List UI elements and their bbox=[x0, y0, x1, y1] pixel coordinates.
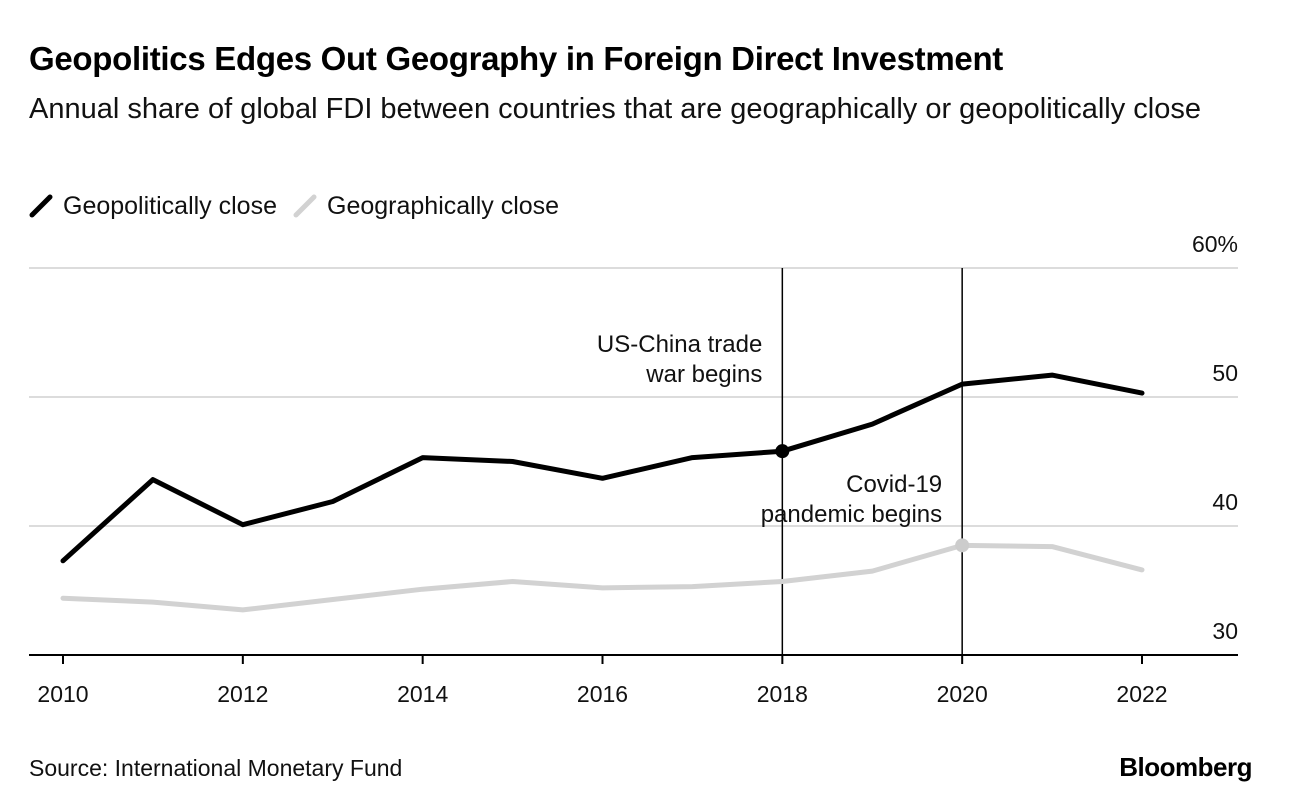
legend-item-geopolitically: Geopolitically close bbox=[29, 192, 277, 221]
series-line-geopolitically-close bbox=[60, 372, 1145, 564]
annotation-marker-2020 bbox=[955, 538, 970, 553]
y-tick-label-60: 60% bbox=[1192, 231, 1238, 257]
legend-swatch-geopolitically bbox=[29, 194, 53, 218]
bloomberg-logo: Bloomberg bbox=[1119, 752, 1252, 782]
y-tick-label-40: 40 bbox=[1212, 489, 1238, 515]
annotation-text-2020-line-1: Covid-19 bbox=[846, 471, 942, 498]
legend-swatch-geographically bbox=[293, 194, 317, 218]
annotation-text-2018-line-2: war begins bbox=[645, 361, 762, 388]
annotation-text-2020-line-2: pandemic begins bbox=[761, 501, 942, 528]
legend-label-geopolitically: Geopolitically close bbox=[63, 191, 277, 220]
series-line-geographically-close bbox=[60, 542, 1145, 613]
x-tick-label-2018: 2018 bbox=[757, 681, 808, 707]
x-tick-label-2012: 2012 bbox=[217, 681, 268, 707]
legend-item-geographically: Geographically close bbox=[293, 192, 559, 221]
annotation-marker-2018 bbox=[775, 444, 790, 459]
x-tick-label-2020: 2020 bbox=[937, 681, 988, 707]
legend-label-geographically: Geographically close bbox=[327, 191, 560, 220]
x-tick-label-2022: 2022 bbox=[1116, 681, 1167, 707]
chart-title: Geopolitics Edges Out Geography in Forei… bbox=[29, 40, 1003, 77]
chart-subtitle: Annual share of global FDI between count… bbox=[29, 93, 1201, 125]
source-note: Source: International Monetary Fund bbox=[29, 755, 403, 781]
legend: Geopolitically close Geographically clos… bbox=[29, 188, 575, 224]
x-tick-label-2016: 2016 bbox=[577, 681, 628, 707]
y-tick-label-50: 50 bbox=[1212, 360, 1238, 386]
annotation-text-2018-line-1: US-China trade bbox=[597, 331, 762, 358]
y-tick-label-30: 30 bbox=[1212, 618, 1238, 644]
x-tick-label-2014: 2014 bbox=[397, 681, 448, 707]
x-tick-label-2010: 2010 bbox=[37, 681, 88, 707]
